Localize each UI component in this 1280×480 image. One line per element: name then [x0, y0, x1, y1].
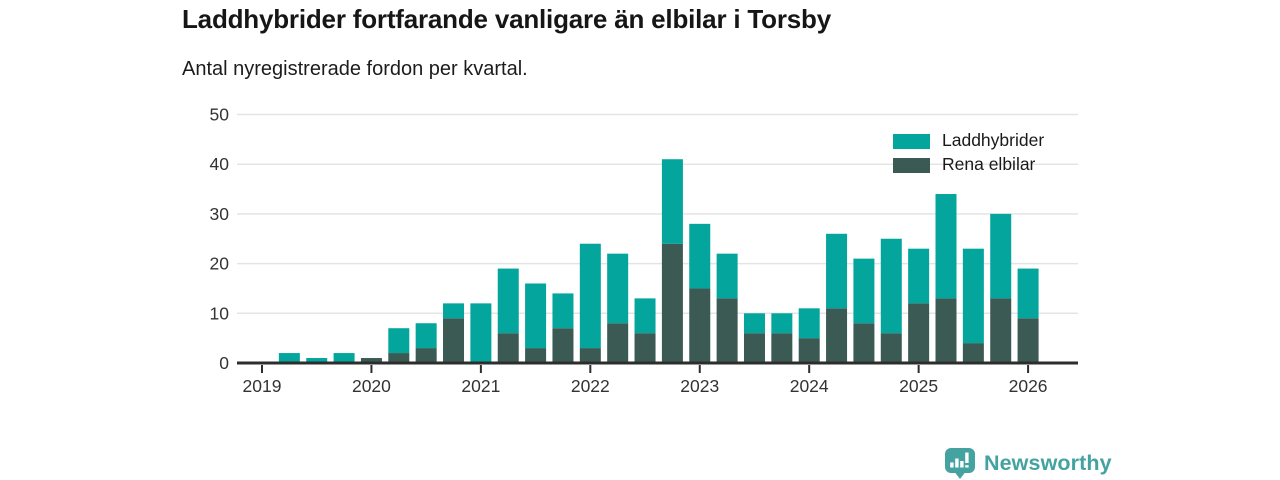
bar-segment-rena-elbilar — [634, 333, 656, 363]
legend-swatch-laddhybrider — [893, 133, 930, 149]
legend-swatch-rena-elbilar — [893, 157, 930, 173]
bar-segment-rena-elbilar — [771, 333, 793, 363]
bar-segment-rena-elbilar — [388, 353, 410, 363]
newsworthy-logo-text: Newsworthy — [984, 451, 1112, 475]
bar-segment-laddhybrider — [443, 303, 465, 319]
x-tick-label: 2024 — [790, 376, 829, 396]
bar-segment-rena-elbilar — [962, 343, 984, 363]
x-tick-label: 2020 — [352, 376, 391, 396]
x-tick-label: 2025 — [899, 376, 938, 396]
bar-segment-rena-elbilar — [552, 328, 574, 363]
y-tick-label: 40 — [210, 154, 230, 174]
legend-item-laddhybrider: Laddhybrider — [893, 130, 1045, 151]
chart-subtitle: Antal nyregistrerade fordon per kvartal. — [182, 58, 528, 80]
bar-segment-laddhybrider — [333, 353, 355, 363]
bar-segment-laddhybrider — [278, 353, 300, 363]
x-tick-label: 2019 — [243, 376, 282, 396]
bar-segment-laddhybrider — [689, 223, 711, 289]
bar-segment-laddhybrider — [497, 268, 519, 334]
axis-tick-labels: 0 10 20 30 40 50 2019 2020 2021 2022 2023 2024 2025 2… — [210, 105, 1048, 397]
y-tick-label: 0 — [219, 353, 229, 373]
bar-segment-laddhybrider — [743, 313, 765, 334]
bar-segment-rena-elbilar — [689, 288, 711, 363]
bar-segment-rena-elbilar — [826, 308, 848, 363]
bar-segment-laddhybrider — [908, 248, 930, 304]
bar-segment-laddhybrider — [607, 253, 629, 324]
bar-segment-laddhybrider — [1017, 268, 1039, 319]
bar-segment-laddhybrider — [415, 323, 437, 349]
bar-segment-rena-elbilar — [798, 338, 820, 363]
bar-segment-laddhybrider — [306, 358, 328, 363]
bar-segment-laddhybrider — [826, 233, 848, 309]
logo-bars — [950, 452, 969, 468]
newsworthy-logo: Newsworthy — [944, 447, 1112, 480]
bar-segment-rena-elbilar — [853, 323, 875, 363]
bar-segment-rena-elbilar — [415, 348, 437, 363]
bar-segment-rena-elbilar — [579, 348, 601, 363]
legend-label-rena-elbilar: Rena elbilar — [942, 154, 1036, 175]
bar-segment-rena-elbilar — [990, 298, 1012, 363]
y-tick-label: 20 — [210, 254, 230, 274]
bar-segment-laddhybrider — [853, 258, 875, 324]
bar-segment-rena-elbilar — [497, 333, 519, 363]
bar-segment-laddhybrider — [798, 308, 820, 339]
x-tick-label: 2023 — [680, 376, 719, 396]
bar-segment-rena-elbilar — [607, 323, 629, 363]
y-tick-label: 50 — [210, 105, 230, 125]
axes — [237, 361, 1078, 373]
bar-segment-rena-elbilar — [360, 358, 382, 363]
bar-segment-laddhybrider — [716, 253, 738, 299]
bar-segment-laddhybrider — [634, 298, 656, 334]
bar-segment-laddhybrider — [661, 159, 683, 244]
bar-segment-laddhybrider — [552, 293, 574, 329]
bar-segment-laddhybrider — [771, 313, 793, 334]
bar-segment-laddhybrider — [962, 248, 984, 344]
bar-segment-laddhybrider — [880, 238, 902, 334]
bar-segment-laddhybrider — [525, 283, 547, 349]
bar-series — [278, 159, 1039, 363]
legend-item-rena-elbilar: Rena elbilar — [893, 154, 1044, 175]
bar-segment-rena-elbilar — [1017, 318, 1039, 363]
chart-title: Laddhybrider fortfarande vanligare än el… — [182, 4, 831, 34]
bar-segment-rena-elbilar — [908, 303, 930, 363]
bar-segment-rena-elbilar — [661, 243, 683, 363]
y-tick-label: 10 — [210, 303, 230, 323]
bar-segment-rena-elbilar — [935, 298, 957, 363]
x-tick-label: 2022 — [571, 376, 610, 396]
x-tick-label: 2026 — [1009, 376, 1048, 396]
chart-legend: Laddhybrider Rena elbilar — [893, 130, 1045, 175]
bar-chart-speech-bubble-icon — [945, 448, 975, 479]
bar-segment-rena-elbilar — [743, 333, 765, 363]
bar-segment-rena-elbilar — [443, 318, 465, 363]
bar-segment-rena-elbilar — [716, 298, 738, 363]
bar-segment-laddhybrider — [388, 328, 410, 354]
bar-segment-rena-elbilar — [880, 333, 902, 363]
bar-segment-rena-elbilar — [525, 348, 547, 363]
legend-label-laddhybrider: Laddhybrider — [942, 130, 1045, 151]
bar-segment-laddhybrider — [935, 194, 957, 299]
bar-segment-laddhybrider — [579, 243, 601, 349]
bar-segment-laddhybrider — [990, 213, 1012, 299]
x-tick-label: 2021 — [461, 376, 500, 396]
y-tick-label: 30 — [210, 204, 230, 224]
bar-segment-laddhybrider — [470, 303, 492, 363]
